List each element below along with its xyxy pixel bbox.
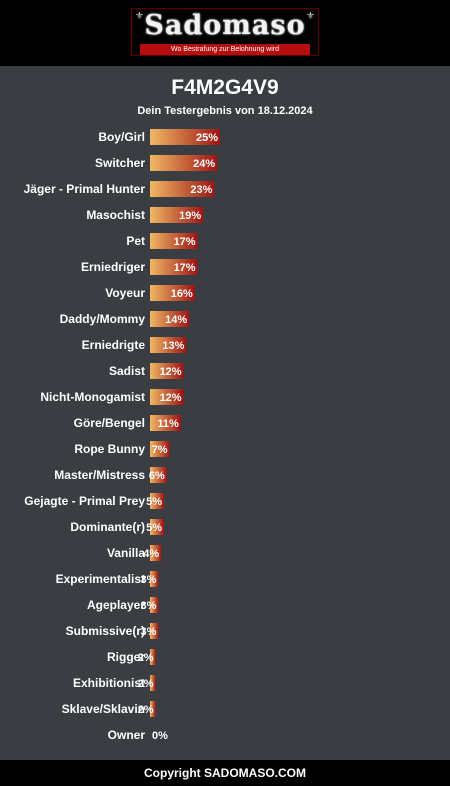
value-label: 5% [146,496,162,508]
bar [150,363,184,379]
value-label: 6% [149,470,165,482]
category-label: Switcher [95,156,145,170]
value-label: 2% [138,652,154,664]
category-label: Göre/Bengel [74,416,145,430]
category-label: Dominante(r) [70,520,145,534]
bar [150,181,215,197]
logo-text: Sadomaso [144,10,306,41]
category-label: Erniedriger [81,260,145,274]
value-label: 7% [152,444,168,456]
category-label: Submissive(r) [66,624,145,638]
value-label: 2% [138,704,154,716]
bar [150,701,156,717]
bar [150,571,159,587]
value-label: 14% [165,314,187,326]
bar [150,207,204,223]
value-label: 3% [140,600,156,612]
category-label: Sadist [109,364,145,378]
category-label: Rope Bunny [74,442,145,456]
bar [150,233,198,249]
result-subtitle: Dein Testergebnis von 18.12.2024 [137,105,313,117]
footer-copyright: Copyright SADOMASO.COM [0,760,450,786]
bar [150,467,167,483]
bar [150,129,220,145]
value-label: 16% [171,288,193,300]
site-logo[interactable]: ⚜ ⚜ Sadomaso Wo Bestrafung zur Belohnung… [131,8,319,56]
category-label: Ageplayer [87,598,145,612]
category-label: Sklave/Sklavin [62,702,145,716]
bar [150,415,181,431]
bar [150,441,170,457]
value-label: 17% [174,236,196,248]
category-label: Experimentalist [56,572,145,586]
category-label: Voyeur [105,286,145,300]
logo-tagline: Wo Bestrafung zur Belohnung wird [140,44,310,55]
value-label: 3% [140,626,156,638]
category-label: Jäger - Primal Hunter [24,182,146,196]
category-label: Rigger [107,650,145,664]
value-label: 25% [196,132,218,144]
bar [150,285,195,301]
value-label: 2% [138,678,154,690]
bar [150,389,184,405]
value-label: 0% [152,730,168,742]
category-label: Gejagte - Primal Prey [24,494,145,508]
category-label: Pet [126,234,145,248]
fleur-de-lis-icon: ⚜ [135,11,144,22]
category-label: Vanilla [107,546,145,560]
category-label: Owner [108,728,146,742]
bar [150,155,218,171]
value-label: 19% [179,210,201,222]
value-label: 24% [193,158,215,170]
category-label: Exhibitionist [73,676,145,690]
result-title: F4M2G4V9 [171,76,279,99]
bar [150,493,164,509]
bar [150,649,156,665]
results-bar-chart: Boy/Girl 25% Switcher 24% Jäger - Primal Hun… [24,129,220,742]
bar [150,675,156,691]
value-label: 13% [162,340,184,352]
value-label: 5% [146,522,162,534]
value-label: 23% [190,184,212,196]
bar [150,597,159,613]
bar [150,545,162,561]
bar [150,337,187,353]
category-label: Master/Mistress [54,468,145,482]
bar [150,623,159,639]
value-label: 17% [174,262,196,274]
category-label: Boy/Girl [98,130,145,144]
category-label: Daddy/Mommy [60,312,146,326]
value-label: 12% [160,366,182,378]
header: ⚜ ⚜ Sadomaso Wo Bestrafung zur Belohnung… [0,0,450,66]
category-label: Erniedrigte [82,338,146,352]
bar [150,259,198,275]
fleur-de-lis-icon: ⚜ [306,11,315,22]
bar [150,519,164,535]
value-label: 11% [157,418,179,430]
bar [150,311,190,327]
value-label: 12% [160,392,182,404]
value-label: 3% [140,574,156,586]
value-label: 4% [143,548,159,560]
category-label: Masochist [86,208,145,222]
category-label: Nicht-Monogamist [40,390,145,404]
